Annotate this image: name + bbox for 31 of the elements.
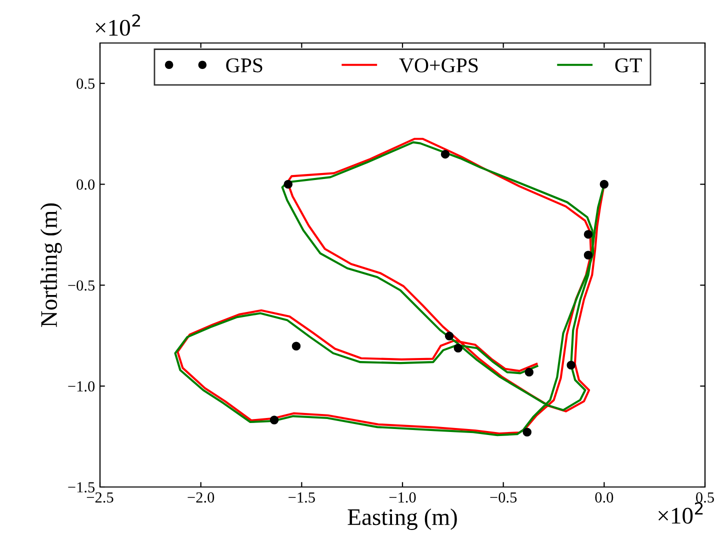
point [584, 230, 593, 239]
y-tick-label: −1.5 [68, 482, 95, 493]
point [444, 332, 454, 340]
y-tick-label: 0.0 [76, 179, 95, 190]
point [440, 150, 450, 159]
x-tick-label: −2.5 [86, 492, 114, 503]
y-tick-label: −1.0 [68, 381, 95, 392]
point [292, 342, 301, 350]
y-axis-title: Northing (m) [40, 203, 62, 327]
point [284, 180, 293, 189]
y-tick-label: 0.5 [76, 78, 95, 89]
x-axis-title: Easting (m) [348, 508, 457, 530]
legend-label: GPS [226, 58, 262, 72]
x-tick-label: −0.5 [490, 492, 517, 503]
point [270, 416, 279, 424]
text: ×10$^{2}$ [96, 14, 140, 36]
y-tick-label: −0.5 [68, 280, 95, 291]
legend-label: GT [615, 58, 642, 72]
x-tick-label: −1.0 [389, 492, 416, 503]
point [524, 368, 534, 377]
point [584, 250, 593, 260]
legend-label: VO+GPS [399, 58, 478, 72]
point [566, 360, 576, 370]
x-tick-label: 0.0 [595, 492, 614, 503]
point [522, 428, 532, 436]
x-tick-label: −1.5 [288, 492, 315, 503]
text: ×10$^{2}$ [658, 502, 703, 524]
point [600, 180, 609, 189]
x-tick-label: −2.0 [188, 492, 214, 503]
x-tick-label: 0.5 [696, 492, 714, 503]
point [454, 344, 463, 353]
